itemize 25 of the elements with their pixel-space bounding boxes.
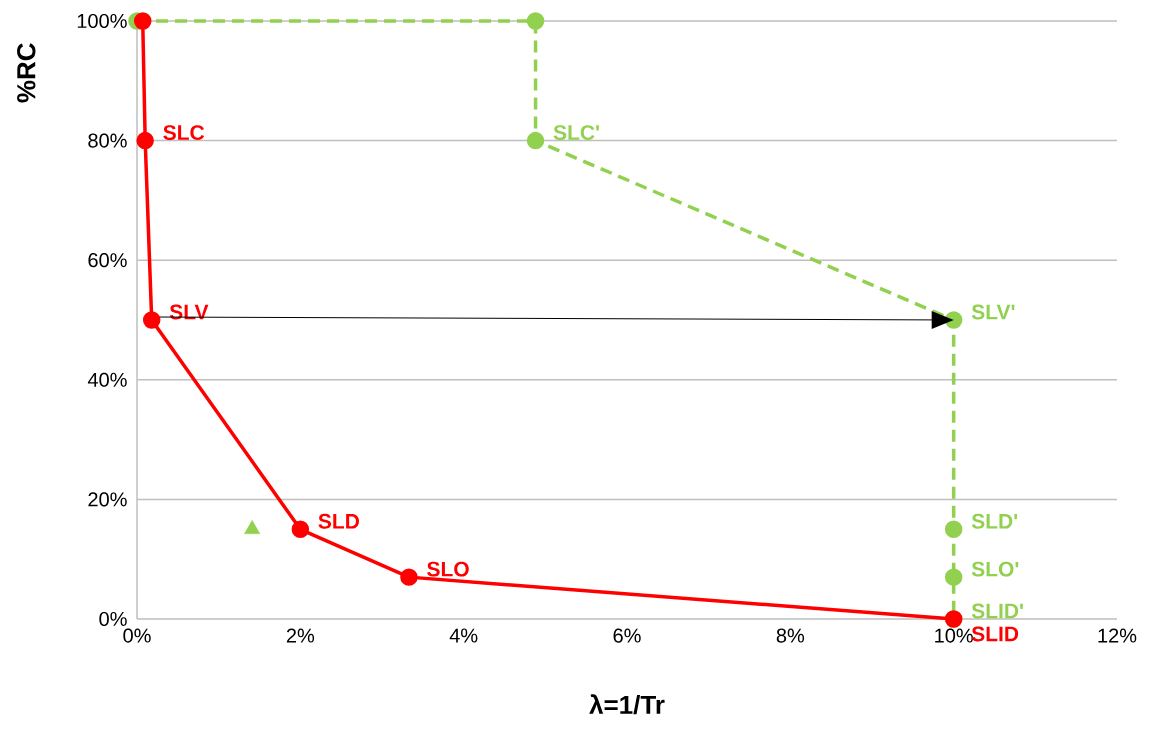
- y-tick-label: 40%: [87, 372, 127, 387]
- data-label: SLV': [971, 304, 1015, 320]
- x-tick-label: 8%: [776, 628, 805, 643]
- data-label: SLD: [318, 513, 359, 529]
- data-label: SLC': [553, 125, 599, 141]
- y-tick-label: 80%: [88, 133, 127, 148]
- data-label: SLC: [163, 125, 205, 141]
- data-label: SLID: [971, 626, 1019, 642]
- data-label: SLV: [169, 304, 209, 320]
- x-tick-label: 4%: [449, 628, 478, 643]
- data-label: SLID': [971, 603, 1023, 619]
- x-tick-label: 2%: [286, 628, 315, 643]
- data-label: SLO: [427, 561, 469, 577]
- data-label: SLD': [971, 513, 1018, 529]
- x-tick-label: 6%: [613, 628, 641, 643]
- x-axis-title: λ=1/Tr: [589, 694, 665, 715]
- y-tick-label: 20%: [88, 492, 127, 507]
- x-tick-label: 0%: [123, 628, 151, 643]
- x-tick-label: 10%: [935, 628, 973, 643]
- data-label: SLO': [971, 561, 1019, 577]
- y-tick-label: 0%: [99, 611, 127, 627]
- x-tick-label: 12%: [1098, 628, 1137, 643]
- y-tick-label: 100%: [77, 13, 127, 29]
- y-tick-label: 60%: [88, 253, 127, 268]
- y-axis-title: %RC: [17, 43, 36, 103]
